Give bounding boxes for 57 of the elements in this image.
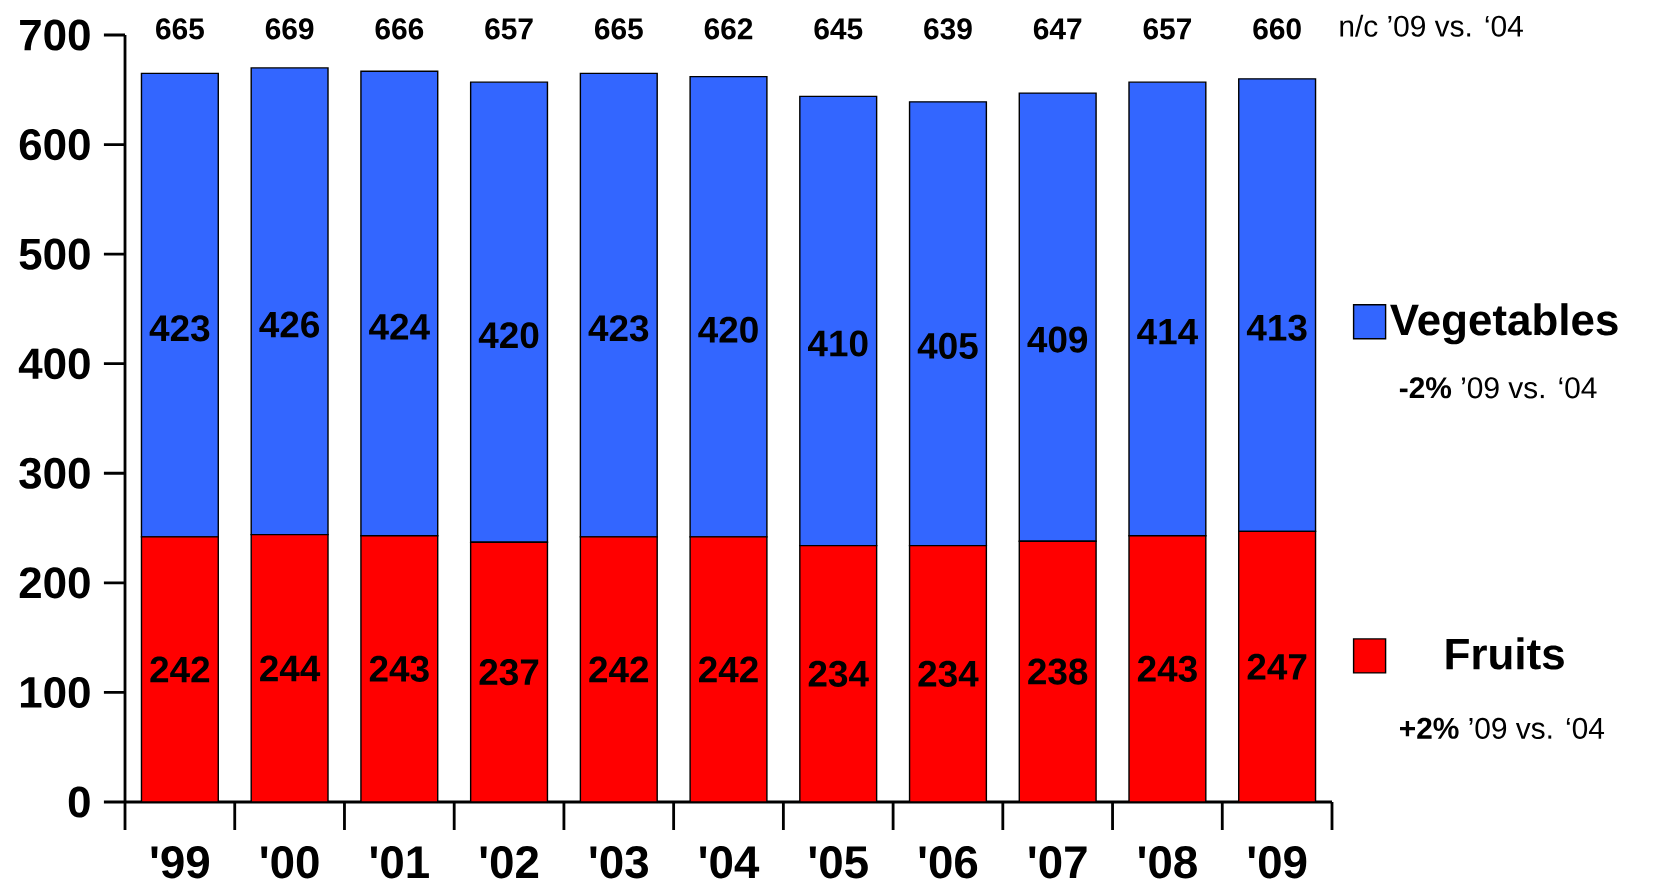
x-tick-label: '02: [480, 846, 539, 879]
y-tick-label: 700: [20, 19, 90, 51]
data-label: 420: [698, 316, 758, 343]
total-label: 657: [1143, 18, 1192, 40]
text: +2% ’09 vs. ‘04: [1400, 717, 1605, 739]
y-tick-label: 0: [68, 786, 90, 818]
y-tick-label: 100: [20, 676, 90, 708]
x-tick-label: '99: [151, 846, 210, 879]
data-label: 242: [698, 656, 758, 683]
data-label: 238: [1028, 658, 1088, 685]
data-label: 410: [808, 330, 868, 357]
total-label: 660: [1253, 18, 1301, 40]
total-label: 665: [156, 18, 204, 40]
total-label: 669: [265, 18, 314, 40]
data-label: 423: [149, 315, 210, 342]
text: n/c ’09 vs. ‘04: [1340, 14, 1523, 37]
y-tick-label: 400: [18, 348, 90, 380]
data-label: 420: [478, 322, 539, 349]
data-label: 413: [1246, 314, 1307, 341]
data-label: 414: [1137, 318, 1198, 345]
total-label: 662: [704, 18, 753, 40]
x-tick-label: '04: [700, 846, 760, 879]
data-label: 409: [1027, 326, 1088, 353]
total-label: 665: [594, 18, 643, 40]
x-tick-label: '09: [1248, 846, 1307, 879]
x-tick-label: '03: [590, 846, 648, 879]
data-label: 247: [1247, 653, 1307, 680]
y-tick-label: 500: [19, 238, 90, 270]
data-label: 405: [917, 332, 978, 359]
data-label: 423: [588, 315, 649, 342]
y-tick-label: 200: [19, 567, 90, 599]
x-tick-label: '00: [261, 846, 319, 879]
total-label: 639: [924, 18, 972, 40]
data-label: 234: [918, 660, 979, 687]
x-tick-label: '07: [1029, 846, 1087, 879]
y-tick-label: 300: [19, 457, 90, 489]
total-label: 647: [1033, 18, 1082, 40]
legend-label: Fruits: [1446, 637, 1564, 670]
data-label: 237: [479, 659, 539, 686]
x-tick-label: '05: [809, 846, 868, 879]
total-label: 645: [814, 18, 863, 40]
total-label: 657: [485, 18, 533, 40]
data-label: 243: [369, 655, 429, 682]
data-label: 426: [259, 311, 320, 338]
data-label: 234: [808, 660, 869, 687]
x-tick-label: '06: [919, 846, 978, 879]
total-label: 666: [375, 18, 424, 40]
data-label: 424: [369, 313, 430, 340]
text: -2% ’09 vs. ‘04: [1399, 377, 1597, 399]
y-tick-label: 600: [19, 129, 90, 161]
legend-label: Vegetables: [1390, 303, 1618, 345]
data-label: 243: [1137, 655, 1197, 682]
data-label: 242: [589, 656, 649, 683]
x-tick-label: '08: [1139, 846, 1197, 879]
data-label: 242: [150, 656, 210, 683]
data-label: 244: [260, 655, 321, 682]
x-tick-label: '01: [370, 846, 429, 879]
